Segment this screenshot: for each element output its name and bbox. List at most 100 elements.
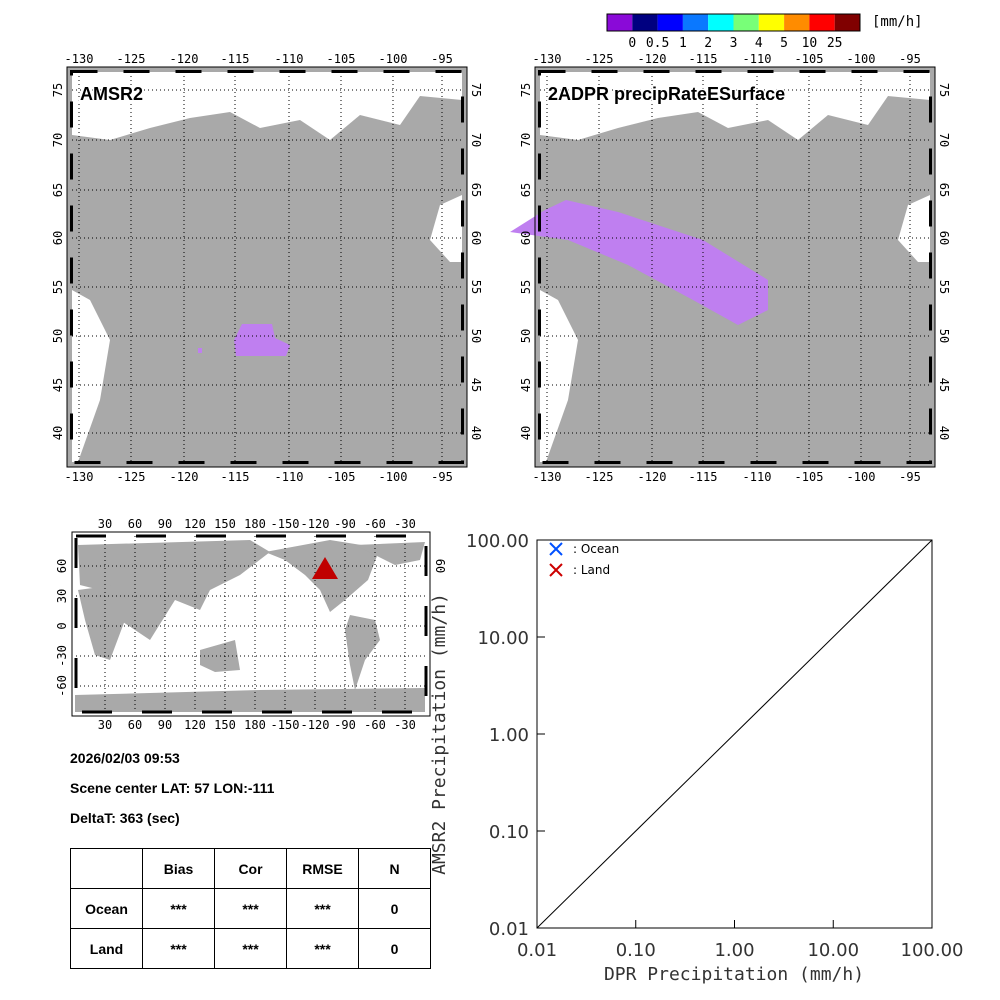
lat-tick-label: 70 — [51, 133, 65, 147]
lon-tick-label: 60 — [128, 517, 142, 531]
lon-tick-label: -130 — [533, 52, 562, 66]
hudson-bay — [430, 195, 462, 262]
colorbar-label: 2 — [704, 36, 712, 51]
table-cell: Ocean — [70, 888, 143, 929]
land-marker-icon — [549, 563, 563, 577]
lat-tick-label: 50 — [937, 329, 951, 343]
lon-tick-label: -150 — [271, 718, 300, 732]
colorbar-label: 4 — [755, 36, 763, 51]
colorbar-frame — [606, 13, 861, 32]
lon-tick-label: -95 — [431, 52, 453, 66]
colorbar-swatch — [784, 14, 810, 31]
lat-tick-label: 55 — [51, 280, 65, 294]
lat-tick-label: 30 — [55, 589, 69, 603]
lat-tick-label: 45 — [519, 378, 533, 392]
lon-tick-label: -100 — [379, 470, 408, 484]
lon-tick-label: -95 — [431, 470, 453, 484]
lat-tick-label: 60 — [469, 231, 483, 245]
colorbar-swatch — [657, 14, 683, 31]
y-tick-label: 10.00 — [477, 628, 529, 649]
lon-tick-label: -110 — [743, 52, 772, 66]
table-cell: *** — [286, 888, 359, 929]
lon-tick-label: 180 — [244, 718, 266, 732]
ocean-marker-icon — [549, 542, 563, 556]
map-frame — [66, 66, 468, 468]
y-tick-label: 0.01 — [489, 919, 529, 940]
map-title: AMSR2 — [80, 84, 143, 104]
greenland — [355, 542, 425, 565]
colorbar-swatch — [607, 14, 633, 31]
lon-tick-label: -120 — [638, 470, 667, 484]
lat-tick-label: 75 — [519, 83, 533, 97]
x-tick-label: 100.00 — [901, 940, 964, 961]
lon-tick-label: -130 — [65, 52, 94, 66]
hudson-bay — [898, 195, 930, 262]
arctic-ocean — [540, 72, 930, 140]
lon-tick-label: -110 — [743, 470, 772, 484]
lat-tick-label: 45 — [469, 378, 483, 392]
colorbar-unit: [mm/h] — [872, 14, 923, 30]
map-title: 2ADPR precipRateESurface — [548, 84, 785, 104]
lon-tick-label: 120 — [184, 517, 206, 531]
table-cell: *** — [214, 888, 287, 929]
colorbar-swatch — [682, 14, 709, 31]
lat-tick-label: 55 — [937, 280, 951, 294]
table-header: RMSE — [286, 848, 359, 889]
lon-tick-label: 90 — [158, 718, 172, 732]
precip-area — [198, 348, 202, 353]
lon-tick-label: -95 — [899, 470, 921, 484]
table-header: Bias — [142, 848, 215, 889]
lon-tick-label: -115 — [689, 470, 718, 484]
lat-tick-label: 50 — [469, 329, 483, 343]
lon-tick-label: -105 — [327, 470, 356, 484]
lon-tick-label: -100 — [379, 52, 408, 66]
table-cell: *** — [142, 928, 215, 969]
lon-tick-label: -130 — [533, 470, 562, 484]
lon-tick-label: -110 — [275, 52, 304, 66]
africa — [78, 585, 125, 660]
colorbar-swatch — [708, 14, 734, 31]
lon-tick-label: -100 — [847, 470, 876, 484]
lat-tick-label: 40 — [519, 426, 533, 440]
precip-area — [510, 200, 768, 325]
lat-tick-label: 65 — [937, 183, 951, 197]
map-frame — [534, 66, 936, 468]
lon-tick-label: -120 — [170, 470, 199, 484]
lat-tick-label: 70 — [469, 133, 483, 147]
stats-table: Bias Cor RMSE N Ocean *** *** *** 0 Land… — [70, 848, 431, 969]
lat-tick-label: 60 — [55, 559, 69, 573]
colorbar-label: 5 — [780, 36, 788, 51]
colorbar-swatch — [758, 14, 785, 31]
lon-tick-label: 120 — [184, 718, 206, 732]
lat-tick-label: 75 — [51, 83, 65, 97]
lon-tick-label: -60 — [364, 517, 386, 531]
lon-tick-label: -125 — [585, 470, 614, 484]
legend-label: : Ocean — [573, 542, 619, 556]
antarctica — [75, 688, 425, 712]
scene-location-marker — [312, 557, 338, 579]
lat-tick-label: 40 — [51, 426, 65, 440]
lat-tick-label: 65 — [469, 183, 483, 197]
table-cell: *** — [214, 928, 287, 969]
lon-tick-label: -125 — [585, 52, 614, 66]
lat-tick-label: 50 — [519, 329, 533, 343]
lon-tick-label: -150 — [271, 517, 300, 531]
table-row: Ocean *** *** *** 0 — [70, 888, 431, 929]
lon-tick-label: -30 — [394, 718, 416, 732]
lon-tick-label: -115 — [689, 52, 718, 66]
lon-tick-label: -105 — [795, 52, 824, 66]
map-border-ticks — [74, 534, 428, 714]
lon-tick-label: -125 — [117, 52, 146, 66]
map-border-ticks — [70, 70, 464, 464]
lon-tick-label: -105 — [327, 52, 356, 66]
lon-tick-label: -100 — [847, 52, 876, 66]
lon-tick-label: -60 — [364, 718, 386, 732]
map-border-ticks — [538, 70, 932, 464]
table-header — [70, 848, 143, 889]
colorbar-swatch — [632, 14, 658, 31]
lon-tick-label: -110 — [275, 470, 304, 484]
lon-tick-label: -120 — [301, 718, 330, 732]
colorbar-label: 0 — [628, 36, 636, 51]
